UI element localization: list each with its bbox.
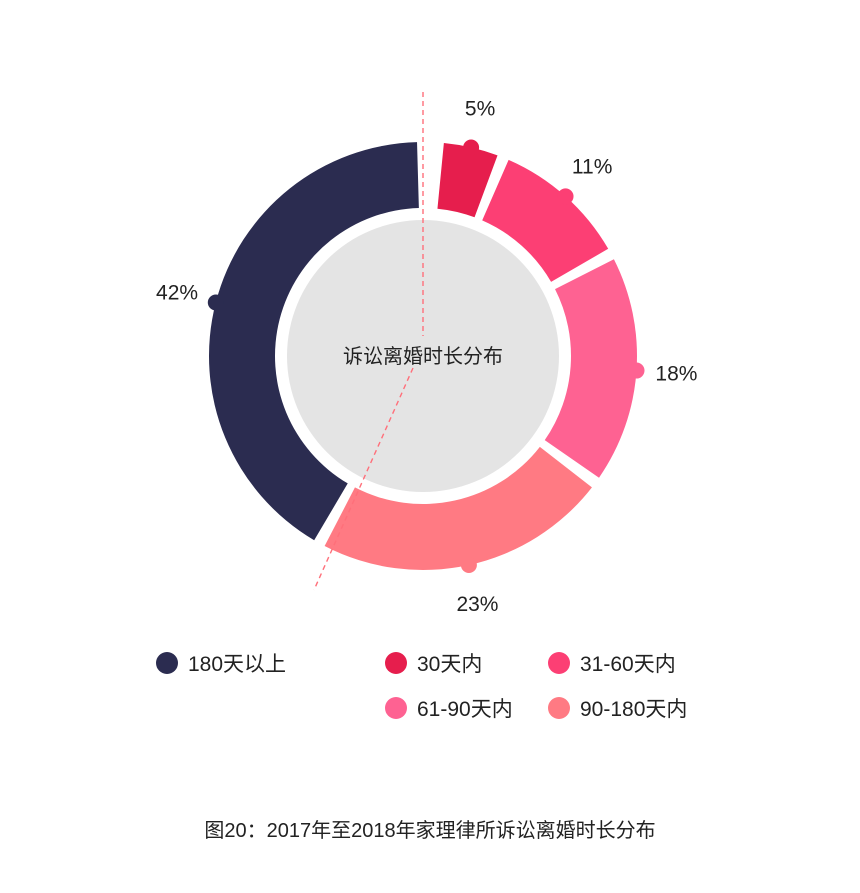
data-label-3: 23%	[456, 593, 498, 616]
slice-marker-4	[207, 294, 224, 311]
center-label: 诉讼离婚时长分布	[343, 345, 503, 368]
legend-item-61-90: 61-90天内	[385, 693, 513, 723]
data-label-1: 11%	[572, 156, 612, 179]
slice-marker-2	[628, 362, 645, 379]
legend-dot-icon	[385, 697, 407, 719]
legend-dot-icon	[548, 697, 570, 719]
legend-item-31-60: 31-60天内	[548, 648, 676, 678]
legend-label: 31-60天内	[580, 653, 676, 676]
legend-dot-icon	[385, 652, 407, 674]
legend-item-30: 30天内	[385, 648, 482, 678]
legend-label: 90-180天内	[580, 698, 688, 721]
center-circle	[287, 220, 559, 492]
slice-3	[324, 446, 592, 570]
legend-label: 61-90天内	[417, 698, 513, 721]
legend-dot-icon	[548, 652, 570, 674]
slice-4	[208, 142, 419, 541]
slice-1	[482, 159, 609, 282]
slice-0	[437, 143, 498, 218]
slice-2	[544, 259, 637, 478]
data-label-2: 18%	[655, 362, 697, 385]
guide-line-diagonal	[313, 367, 414, 591]
legend-item-90-180: 90-180天内	[548, 693, 687, 723]
donut-chart: 诉讼离婚时长分布 5% 11% 18% 23% 42%	[156, 92, 697, 616]
slice-marker-1	[557, 188, 574, 205]
legend-label: 30天内	[417, 653, 483, 676]
figure-caption: 图20：2017年至2018年家理律所诉讼离婚时长分布	[204, 820, 656, 842]
slice-marker-3	[460, 557, 477, 574]
legend-item-180-plus: 180天以上	[156, 648, 286, 678]
data-label-4: 42%	[156, 281, 198, 304]
data-label-0: 5%	[465, 97, 495, 120]
legend-label: 180天以上	[188, 653, 287, 676]
slice-marker-0	[463, 139, 480, 156]
legend-dot-icon	[156, 652, 178, 674]
